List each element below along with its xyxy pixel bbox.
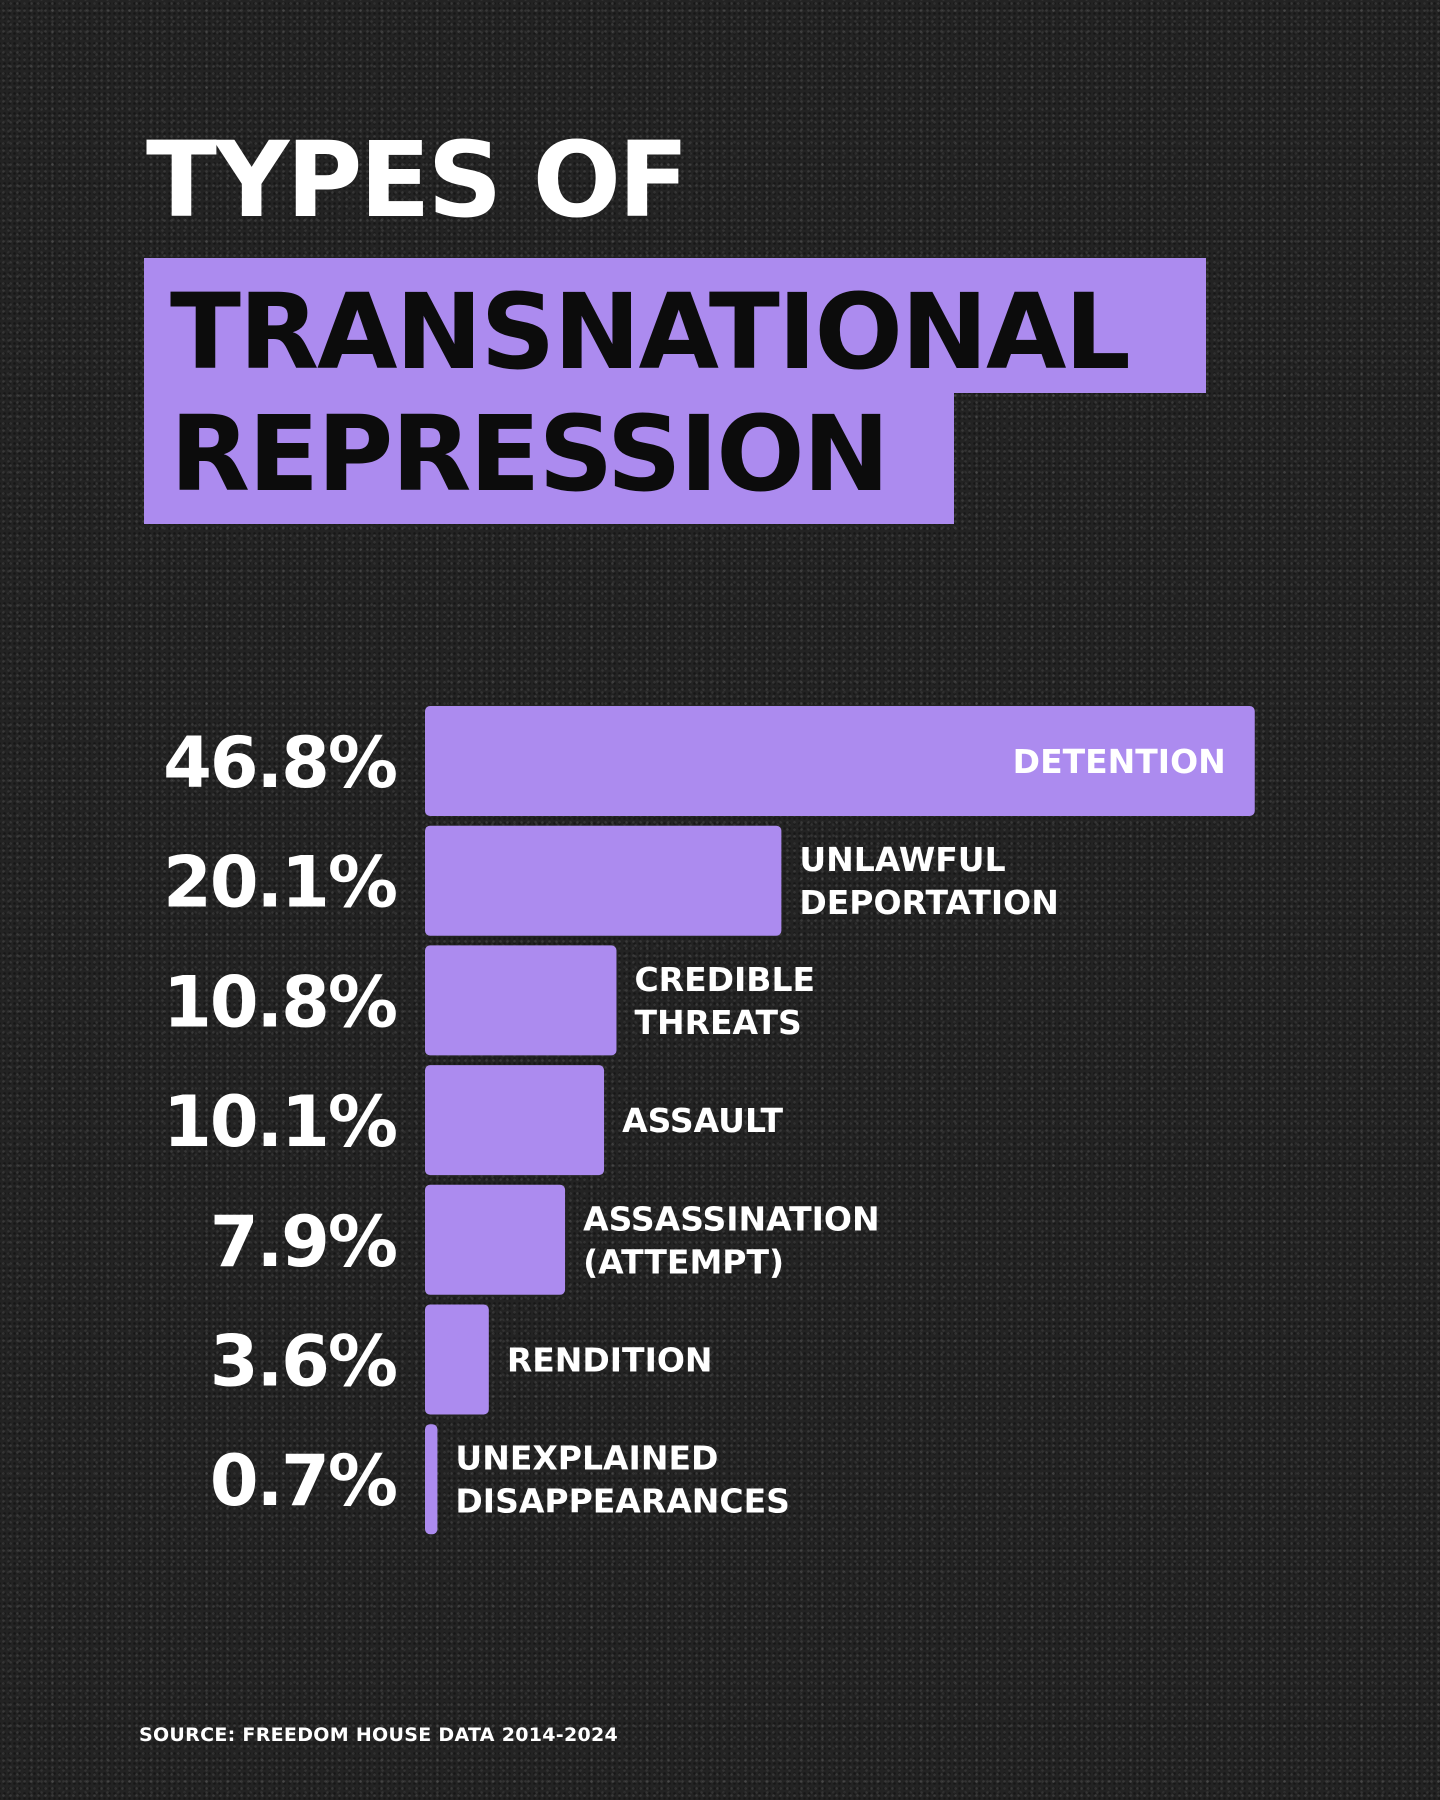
category-label-3: ASSAULT	[622, 1101, 783, 1140]
category-label-5: RENDITION	[507, 1341, 713, 1380]
category-label-2-line-1: THREATS	[634, 1003, 801, 1042]
category-label-0: DETENTION	[1013, 742, 1226, 781]
category-label-6: UNEXPLAINED DISAPPEARANCES	[455, 1439, 790, 1521]
category-label-0-line-0: DETENTION	[1013, 742, 1226, 781]
bar-2	[425, 945, 617, 1056]
bar-3	[425, 1065, 605, 1176]
title-line-2: TRANSNATIONAL	[170, 271, 1131, 393]
category-label-4: ASSASSINATION (ATTEMPT)	[583, 1199, 880, 1281]
category-label-4-line-0: ASSASSINATION	[583, 1199, 880, 1238]
value-label-2: 10.8%	[163, 961, 396, 1043]
source-note: SOURCE: FREEDOM HOUSE DATA 2014-2024	[139, 1724, 619, 1746]
bar-1	[425, 825, 782, 936]
value-label-4: 7.9%	[210, 1201, 396, 1283]
category-label-2: CREDIBLE THREATS	[634, 960, 815, 1042]
bar-5	[425, 1304, 489, 1415]
bar-0	[425, 706, 1255, 816]
value-label-3: 10.1%	[163, 1081, 396, 1163]
category-label-1-line-1: DEPORTATION	[799, 883, 1059, 922]
value-label-0: 46.8%	[163, 722, 396, 804]
bar-6	[425, 1424, 438, 1535]
category-label-4-line-1: (ATTEMPT)	[583, 1242, 784, 1281]
title-highlight-2	[144, 390, 954, 524]
category-label-3-line-0: ASSAULT	[622, 1101, 783, 1140]
value-label-1: 20.1%	[163, 842, 396, 924]
title-line-3: REPRESSION	[170, 393, 890, 515]
category-label-6-line-0: UNEXPLAINED	[455, 1439, 718, 1478]
bar-4	[425, 1184, 566, 1295]
title-line-1: TYPES OF	[146, 119, 689, 241]
category-label-2-line-0: CREDIBLE	[634, 960, 815, 999]
value-label-5: 3.6%	[210, 1321, 396, 1403]
value-label-6: 0.7%	[210, 1440, 396, 1522]
category-label-6-line-1: DISAPPEARANCES	[455, 1482, 790, 1521]
category-label-5-line-0: RENDITION	[507, 1341, 713, 1380]
title-highlight-1	[144, 258, 1206, 393]
category-label-1-line-0: UNLAWFUL	[799, 840, 1005, 879]
category-label-1: UNLAWFUL DEPORTATION	[799, 840, 1059, 922]
